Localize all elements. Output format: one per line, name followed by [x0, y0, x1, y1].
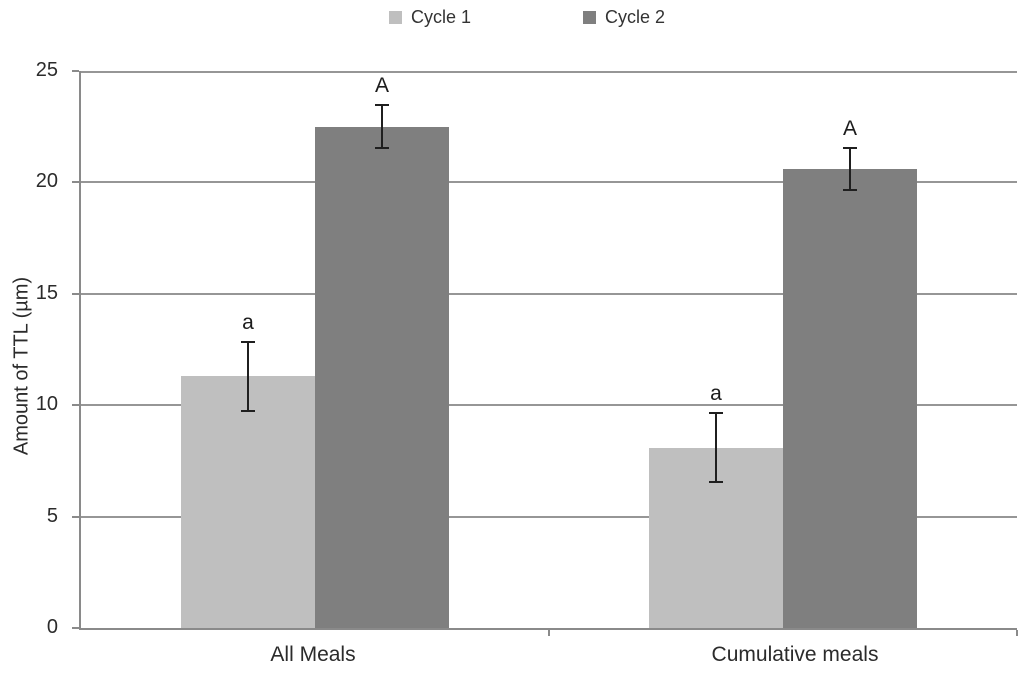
y-axis-tick-20 — [72, 181, 79, 184]
category-label-cumulative-meals: Cumulative meals — [711, 643, 879, 666]
bar-cycle-1-all-meals — [181, 376, 315, 628]
y-axis-line — [79, 71, 81, 630]
gridline-25 — [81, 71, 1017, 73]
error-bar-cycle-2-cumulative-meals — [843, 146, 857, 192]
significance-label-cycle-1-all-meals: a — [242, 310, 254, 334]
x-axis-tick-1 — [548, 630, 550, 636]
y-axis-tick-15 — [72, 292, 79, 295]
gridline-15 — [81, 292, 1017, 295]
x-axis-line — [79, 628, 1017, 630]
gridline-10 — [81, 404, 1017, 407]
error-bar-cap-bottom — [241, 409, 255, 412]
category-label-all-meals: All Meals — [270, 643, 356, 666]
error-bar-line — [715, 411, 717, 484]
error-bar-cap-bottom — [709, 481, 723, 484]
error-bar-line — [849, 146, 851, 192]
y-axis-tick-0 — [72, 627, 79, 629]
legend-item-cycle-2: Cycle 2 — [583, 7, 665, 28]
error-bar-cycle-1-all-meals — [241, 340, 255, 412]
y-tick-label-15: 15 — [35, 281, 58, 304]
y-tick-label-20: 20 — [35, 170, 58, 193]
error-bar-cap-bottom — [843, 189, 857, 192]
x-axis-tick-2 — [1016, 630, 1018, 636]
error-bar-cap-top — [375, 104, 389, 107]
gridline-5 — [81, 515, 1017, 518]
y-tick-label-10: 10 — [35, 393, 58, 416]
y-axis-tick-10 — [72, 404, 79, 407]
legend-item-cycle-1: Cycle 1 — [388, 7, 471, 28]
significance-label-cycle-1-cumulative-meals: a — [710, 381, 722, 405]
y-tick-label-0: 0 — [46, 616, 58, 638]
error-bar-cap-top — [241, 340, 255, 343]
error-bar-cycle-2-all-meals — [375, 104, 389, 149]
error-bar-line — [381, 104, 383, 149]
chart-legend: Cycle 1 Cycle 2 — [0, 7, 1024, 28]
bar-cycle-2-cumulative-meals — [783, 169, 917, 628]
y-axis-tick-25 — [72, 70, 79, 72]
error-bar-cap-top — [843, 146, 857, 149]
error-bar-cycle-1-cumulative-meals — [709, 411, 723, 484]
bar-cycle-2-all-meals — [315, 126, 449, 628]
y-tick-label-5: 5 — [46, 504, 58, 527]
significance-label-cycle-2-all-meals: A — [374, 74, 390, 98]
legend-label-cycle-1: Cycle 1 — [410, 7, 471, 27]
legend-swatch-cycle-1-icon — [388, 11, 402, 24]
legend-swatch-cycle-2-icon — [583, 11, 596, 24]
y-axis-tick-5 — [72, 515, 79, 518]
significance-label-cycle-2-cumulative-meals: A — [842, 116, 858, 140]
error-bar-cap-top — [709, 411, 723, 414]
error-bar-cap-bottom — [375, 146, 389, 149]
legend-label-cycle-2: Cycle 2 — [605, 7, 666, 27]
error-bar-line — [247, 340, 249, 412]
y-tick-label-25: 25 — [35, 59, 58, 81]
gridline-20 — [81, 181, 1017, 184]
